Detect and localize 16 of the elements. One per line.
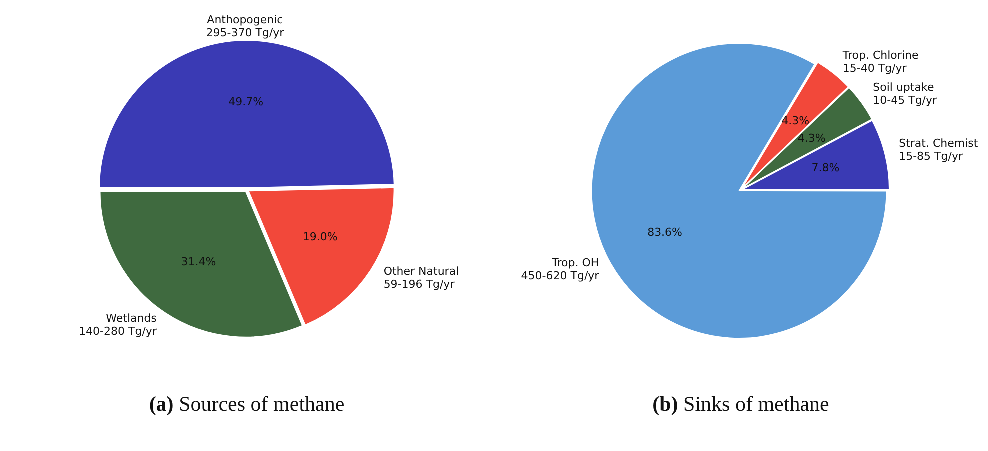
slice-label: Wetlands 140-280 Tg/yr [79, 312, 158, 338]
data-label: 19.0% [302, 230, 338, 244]
data-label: 49.7% [228, 96, 264, 109]
data-label: 83.6% [648, 226, 683, 239]
slice-label: Trop. OH 450-620 Tg/yr [521, 256, 600, 283]
slice-label: Strat. Chemist 15-85 Tg/yr [899, 136, 979, 163]
data-label: 31.4% [181, 256, 216, 269]
slice-label: Anthopogenic 295-370 Tg/yr [206, 13, 285, 40]
slice-label: Other Natural 59-196 Tg/yr [384, 264, 460, 291]
data-label: 7.8% [812, 162, 840, 175]
text: (b) Sinks of methane [652, 392, 830, 417]
data-label: 4.3% [782, 114, 810, 128]
slice-label: Trop. Chlorine 15-40 Tg/yr [842, 49, 919, 76]
slice-label: Soil uptake 10-45 Tg/yr [873, 80, 938, 107]
data-label: 4.3% [798, 132, 826, 145]
text: (a) Sources of methane [148, 392, 346, 417]
